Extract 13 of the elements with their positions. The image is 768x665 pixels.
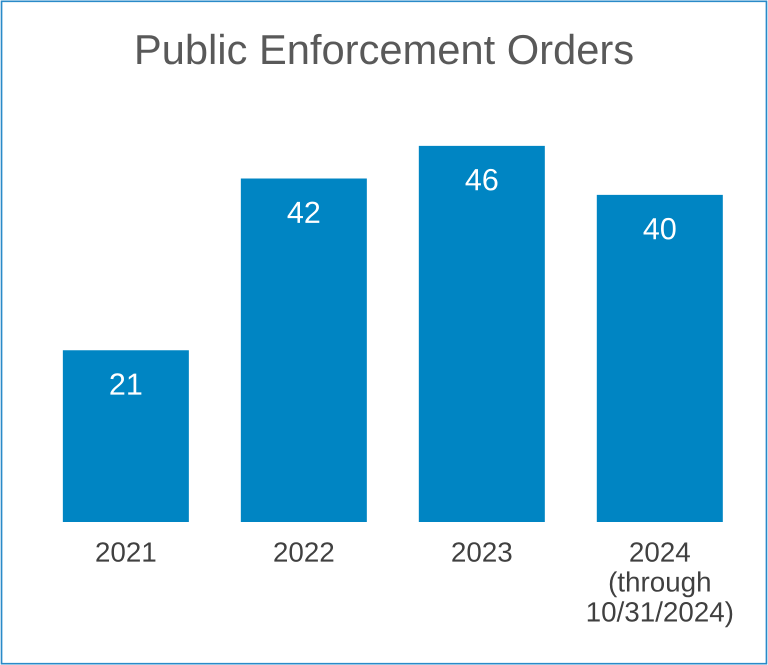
x-tick-label: 2021 bbox=[96, 542, 156, 562]
data-label: 21 bbox=[110, 373, 142, 395]
x-tick-label: 2022 bbox=[274, 542, 334, 562]
bar bbox=[62, 350, 189, 522]
bar bbox=[418, 146, 545, 522]
bar bbox=[240, 178, 367, 522]
data-label: 40 bbox=[644, 218, 676, 240]
chart-title: Public Enforcement Orders bbox=[137, 34, 633, 64]
bar bbox=[596, 194, 723, 522]
data-label: 46 bbox=[466, 168, 498, 190]
x-tick-label: 2023 bbox=[452, 542, 512, 562]
data-label: 42 bbox=[288, 202, 320, 223]
x-tick-label: 2024 (through 10/31/2024) bbox=[588, 542, 732, 628]
